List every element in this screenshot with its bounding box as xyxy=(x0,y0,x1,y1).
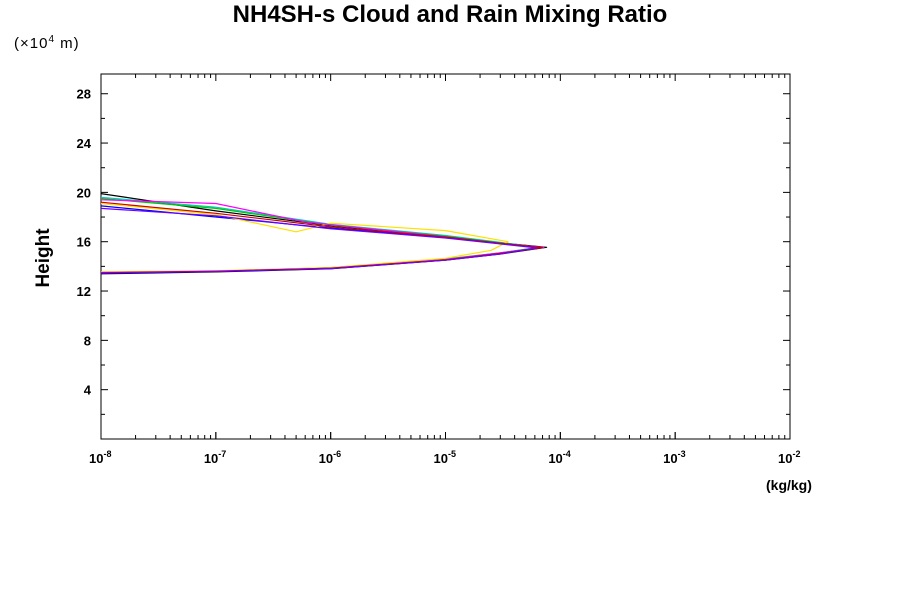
x-tick-label: 10-6 xyxy=(319,449,341,466)
y-tick-label: 28 xyxy=(77,87,91,102)
series-line-8 xyxy=(100,207,538,274)
plot-frame xyxy=(100,73,791,440)
x-tick-label-exponent: -8 xyxy=(103,449,111,459)
chart-title: NH4SH-s Cloud and Rain Mixing Ratio xyxy=(232,1,668,28)
y-unit-exponent: 4 xyxy=(48,34,56,45)
y-unit-prefix: (×10 xyxy=(14,35,49,52)
x-tick-label-base: 10 xyxy=(319,451,333,466)
x-tick-label-exponent: -6 xyxy=(333,449,341,459)
y-tick-label: 4 xyxy=(84,383,92,398)
x-tick-label: 10-7 xyxy=(204,449,226,466)
x-tick-label-exponent: -7 xyxy=(218,449,226,459)
y-tick-label: 20 xyxy=(77,185,91,200)
x-tick-label: 10-3 xyxy=(663,449,685,466)
x-tick-label: 10-2 xyxy=(778,449,800,466)
x-tick-label-base: 10 xyxy=(434,451,448,466)
x-axis-label: (kg/kg) xyxy=(766,477,812,493)
y-axis-unit: (×104 m) xyxy=(14,34,80,52)
y-unit-suffix: m) xyxy=(55,35,80,52)
y-tick-label: 24 xyxy=(77,136,92,151)
x-tick-label-base: 10 xyxy=(778,451,792,466)
x-tick-label-base: 10 xyxy=(548,451,562,466)
x-tick-label: 10-5 xyxy=(434,449,456,466)
x-tick-label-exponent: -3 xyxy=(678,449,686,459)
x-tick-label-base: 10 xyxy=(204,451,218,466)
y-tick-label: 16 xyxy=(77,235,91,250)
x-tick-label-base: 10 xyxy=(89,451,103,466)
x-tick-label-base: 10 xyxy=(663,451,677,466)
y-tick-label: 12 xyxy=(77,284,91,299)
x-tick-label-exponent: -2 xyxy=(792,449,800,459)
series-line-1 xyxy=(100,193,548,275)
y-tick-label: 8 xyxy=(84,333,91,348)
x-tick-label: 10-8 xyxy=(89,449,111,466)
x-tick-label-exponent: -5 xyxy=(448,449,456,459)
x-tick-label: 10-4 xyxy=(548,449,570,466)
x-tick-label-exponent: -4 xyxy=(563,449,571,459)
